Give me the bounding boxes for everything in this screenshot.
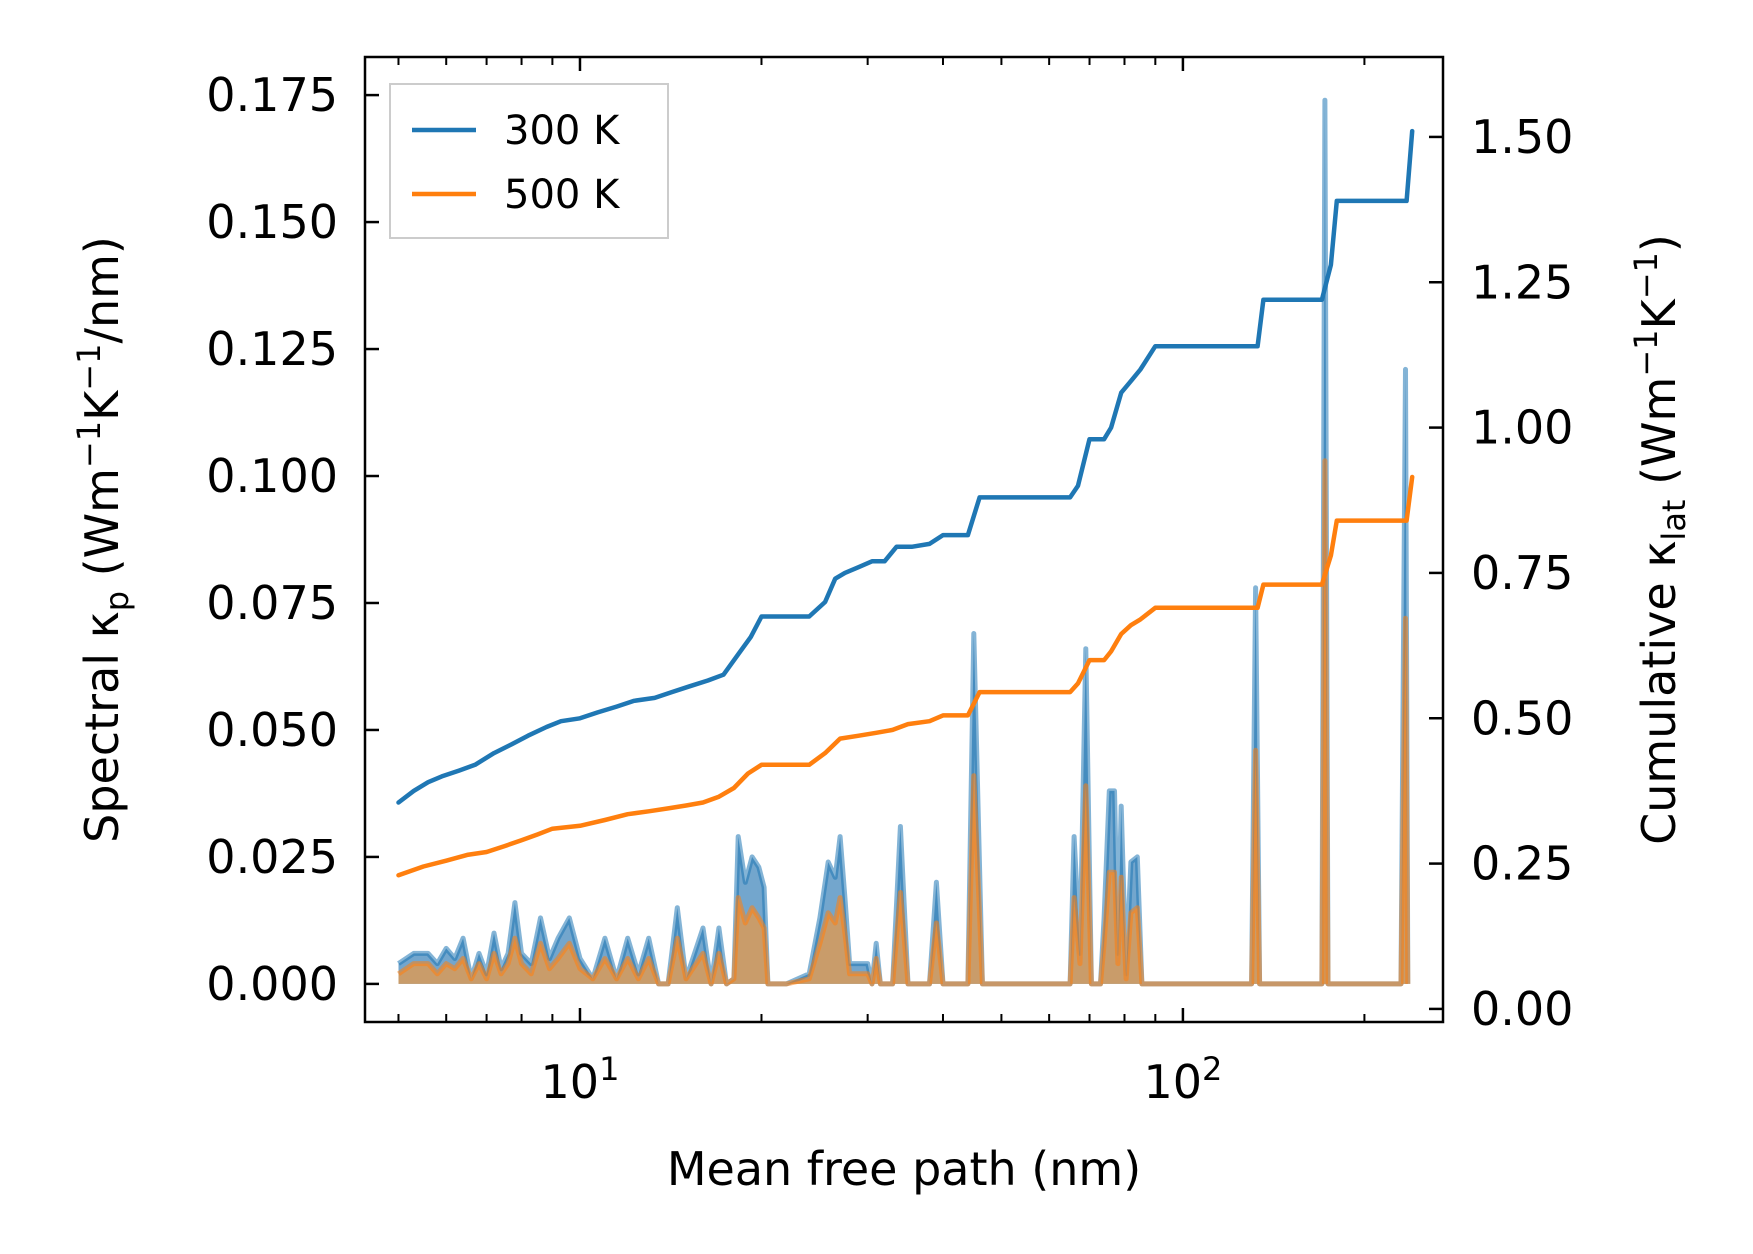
x-tick-label: 102 (1143, 1050, 1222, 1109)
y-right-axis-label: Cumulative κlat (Wm−1K−1) (1627, 234, 1693, 845)
y-right-tick-label: 0.50 (1471, 691, 1573, 745)
legend-box (389, 83, 669, 239)
spectral-line-500k (397, 458, 1411, 987)
y-left-tick-label: 0.175 (206, 68, 338, 122)
axes: 0.000 0.025 0.050 0.075 0.100 0.125 0.150 0.175… (70, 55, 1693, 1196)
plot-frame (363, 55, 1445, 1024)
y-left-tick-label: 0.075 (206, 576, 338, 630)
y-right-tick-label: 1.00 (1471, 401, 1573, 455)
y-right-tick-label: 0.00 (1471, 982, 1573, 1036)
legend-label: 500 K (504, 172, 621, 218)
y-left-tick-label: 0.025 (206, 830, 338, 884)
y-left-tick-label: 0.000 (206, 957, 338, 1011)
y-right-tick-label: 1.50 (1471, 110, 1573, 164)
y-right-tick-label: 0.75 (1471, 546, 1573, 600)
x-tick-label: 101 (541, 1050, 620, 1109)
y-left-axis-label: Spectral κp (Wm−1K−1/nm) (70, 236, 136, 843)
plot-area (396, 97, 1415, 987)
y-left-tick-label: 0.050 (206, 703, 338, 757)
y-left-tick-label: 0.150 (206, 195, 338, 249)
cumulative-line-500k (396, 474, 1415, 878)
y-right-tick-label: 0.25 (1471, 837, 1573, 891)
legend-label: 300 K (504, 108, 621, 154)
x-axis-label: Mean free path (nm) (667, 1142, 1141, 1196)
y-left-tick-label: 0.125 (206, 322, 338, 376)
cumulative-line-300k (396, 128, 1415, 805)
y-left-tick-label: 0.100 (206, 449, 338, 503)
legend: 300 K 500 K (389, 83, 669, 239)
y-right-tick-label: 1.25 (1471, 255, 1573, 309)
